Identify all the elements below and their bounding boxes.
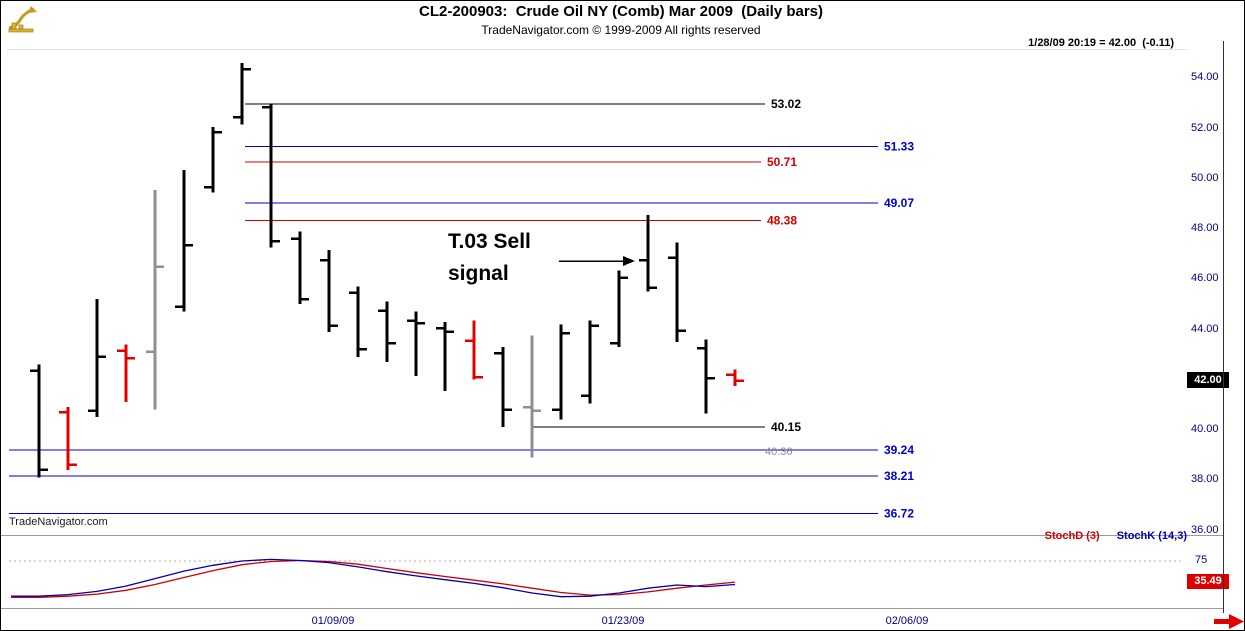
stochastic-panel[interactable] xyxy=(7,536,1187,608)
price-axis-label-36.00: 36.00 xyxy=(1191,523,1219,536)
date-label-3: 02/06/09 xyxy=(885,615,929,627)
price-chart-svg: 53.02 51.33 50.71 49.07 48.38 40.15 39.24 38.21… xyxy=(9,62,914,520)
stochd-line xyxy=(11,559,736,598)
watermark: TradeNavigator.com xyxy=(9,516,108,528)
stochastic-legend: StochD (3) StochK (14,3) xyxy=(7,530,1187,542)
app-logo xyxy=(7,4,37,36)
price-axis-label-50.00: 50.00 xyxy=(1191,171,1219,184)
last-quote-readout: 1/28/09 20:19 = 42.00 (-0.11) xyxy=(1028,37,1174,49)
price-axis-label-40.00: 40.00 xyxy=(1191,423,1219,435)
ghost-level-label: 40.36 xyxy=(765,446,793,458)
chart-right-border xyxy=(1223,41,1224,613)
price-axis[interactable]: 54.00 52.00 50.00 48.00 46.00 44.00 40.00 38.00… xyxy=(1187,49,1244,536)
sell-signal-annotation: T.03 Sell signal xyxy=(448,226,531,290)
price-panel[interactable]: 53.02 51.33 50.71 49.07 48.38 40.15 39.24 38.21… xyxy=(7,49,1187,536)
date-label-1: 01/09/09 xyxy=(311,615,355,627)
level-label-49.07: 49.07 xyxy=(884,196,914,210)
copyright-subtitle: TradeNavigator.com © 1999-2009 All right… xyxy=(481,23,761,37)
panel-separator-top xyxy=(1,535,1223,536)
stochastic-svg xyxy=(9,558,1183,598)
stochk-label: StochK (14,3) xyxy=(1116,530,1187,542)
page-title: CL2-200903: Crude Oil NY (Comb) Mar 2009… xyxy=(418,3,824,20)
current-price-box: 42.00 xyxy=(1187,371,1229,388)
price-axis-label-46.00: 46.00 xyxy=(1191,272,1219,285)
level-label-36.72: 36.72 xyxy=(884,506,914,520)
sell-signal-arrow-head xyxy=(623,256,635,266)
price-axis-label-38.00: 38.00 xyxy=(1191,473,1219,486)
date-label-2: 01/23/09 xyxy=(601,615,645,627)
stoch-gridline-label: 75 xyxy=(1195,554,1208,566)
annotation-line1: T.03 Sell xyxy=(448,230,531,253)
scroll-right-button[interactable] xyxy=(1214,613,1244,630)
gold-logo-icon xyxy=(8,6,37,33)
level-label-50.71: 50.71 xyxy=(767,155,797,169)
level-label-51.33: 51.33 xyxy=(884,139,914,153)
level-label-40.15: 40.15 xyxy=(771,420,801,434)
stochd-label: StochD (3) xyxy=(1044,530,1100,542)
price-axis-label-48.00: 48.00 xyxy=(1191,222,1219,235)
level-label-38.21: 38.21 xyxy=(884,469,914,483)
price-axis-label-44.00: 44.00 xyxy=(1191,322,1219,335)
level-label-53.02: 53.02 xyxy=(771,97,801,111)
price-axis-label-54.00: 54.00 xyxy=(1191,71,1219,84)
date-axis: 01/09/09 01/23/09 02/06/09 xyxy=(1,609,1244,630)
red-right-arrow-icon xyxy=(1214,614,1244,629)
panel-separator-bottom xyxy=(1,608,1223,609)
level-label-48.38: 48.38 xyxy=(767,214,797,228)
price-axis-label-52.00: 52.00 xyxy=(1191,121,1219,134)
stochk-line xyxy=(11,558,736,598)
stoch-current-value-box: 35.49 xyxy=(1187,574,1229,589)
annotation-line2: signal xyxy=(448,262,509,285)
stochastic-axis: 75 35.49 xyxy=(1187,536,1244,608)
level-label-39.24: 39.24 xyxy=(884,443,914,457)
